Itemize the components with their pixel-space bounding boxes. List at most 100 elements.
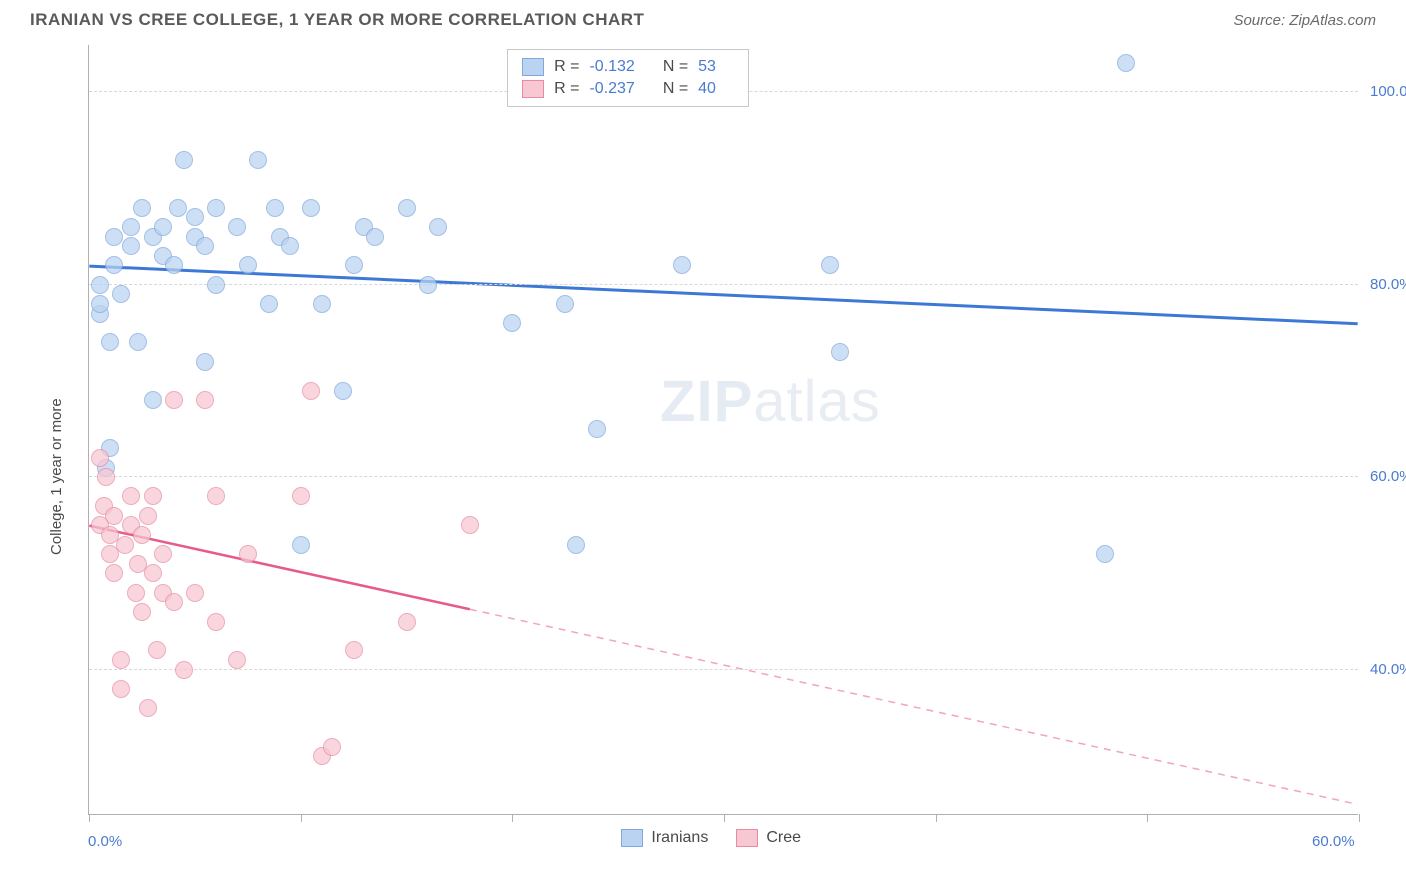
data-point [139,699,157,717]
x-tick-label: 0.0% [88,833,122,850]
data-point [207,487,225,505]
data-point [165,391,183,409]
data-point [133,603,151,621]
data-point [165,256,183,274]
data-point [169,199,187,217]
legend-swatch [621,829,643,847]
plot-area: ZIPatlas [88,45,1358,815]
data-point [105,564,123,582]
data-point [91,276,109,294]
data-point [207,613,225,631]
series-legend-item: Cree [736,829,801,847]
series-legend-item: Iranians [621,829,708,847]
data-point [1096,545,1114,563]
data-point [398,613,416,631]
gridline [89,476,1358,477]
stat-r-label: R = [554,58,579,76]
stat-n-value: 53 [698,58,716,76]
y-tick-label: 100.0% [1370,83,1406,100]
data-point [228,651,246,669]
gridline [89,284,1358,285]
data-point [239,545,257,563]
y-axis-title: College, 1 year or more [48,398,65,555]
trendline-dashed [470,609,1358,804]
trendline-solid [89,266,1357,324]
trendlines-layer [89,45,1358,814]
series-legend-label: Cree [766,829,801,847]
data-point [429,218,447,236]
data-point [122,218,140,236]
data-point [1117,54,1135,72]
data-point [302,382,320,400]
data-point [239,256,257,274]
data-point [101,333,119,351]
stat-n-value: 40 [698,80,716,98]
data-point [91,449,109,467]
data-point [139,507,157,525]
x-tick [1359,814,1360,822]
stats-legend-row: R =-0.237N =40 [522,78,734,100]
data-point [366,228,384,246]
x-tick-label: 60.0% [1312,833,1355,850]
data-point [831,343,849,361]
x-tick [301,814,302,822]
watermark: ZIPatlas [660,368,881,435]
data-point [461,516,479,534]
data-point [186,208,204,226]
watermark-light: atlas [753,369,881,434]
data-point [196,391,214,409]
data-point [821,256,839,274]
data-point [112,680,130,698]
legend-swatch [522,80,544,98]
data-point [144,564,162,582]
gridline [89,669,1358,670]
chart-container: College, 1 year or more ZIPatlas R = -0.1… [30,35,1376,875]
data-point [154,545,172,563]
data-point [148,641,166,659]
data-point [122,487,140,505]
data-point [266,199,284,217]
data-point [334,382,352,400]
data-point [588,420,606,438]
legend-swatch [736,829,758,847]
series-legend: Iranians Cree [621,829,801,847]
data-point [323,738,341,756]
data-point [144,487,162,505]
y-tick-label: 40.0% [1370,661,1406,678]
stat-r-value: -0.237 [589,80,634,98]
data-point [196,353,214,371]
data-point [122,237,140,255]
data-point [112,651,130,669]
stat-n-label: N = [663,80,688,98]
data-point [112,285,130,303]
data-point [292,487,310,505]
stats-legend: R = -0.132 N = 53R = -0.237 N = 40 [507,49,749,107]
data-point [133,199,151,217]
data-point [105,256,123,274]
data-point [228,218,246,236]
data-point [196,237,214,255]
data-point [419,276,437,294]
data-point [97,468,115,486]
source-label: Source: ZipAtlas.com [1233,12,1376,29]
data-point [105,228,123,246]
data-point [567,536,585,554]
legend-swatch [522,58,544,76]
data-point [207,199,225,217]
y-tick-label: 60.0% [1370,468,1406,485]
data-point [207,276,225,294]
data-point [345,256,363,274]
data-point [154,218,172,236]
stats-legend-row: R = -0.132 N = 53 [522,56,734,78]
stat-r-value: -0.132 [589,58,634,76]
stat-n-label: N = [663,58,688,76]
data-point [91,295,109,313]
data-point [398,199,416,217]
data-point [556,295,574,313]
data-point [175,661,193,679]
data-point [345,641,363,659]
data-point [116,536,134,554]
data-point [144,391,162,409]
data-point [175,151,193,169]
data-point [186,584,204,602]
